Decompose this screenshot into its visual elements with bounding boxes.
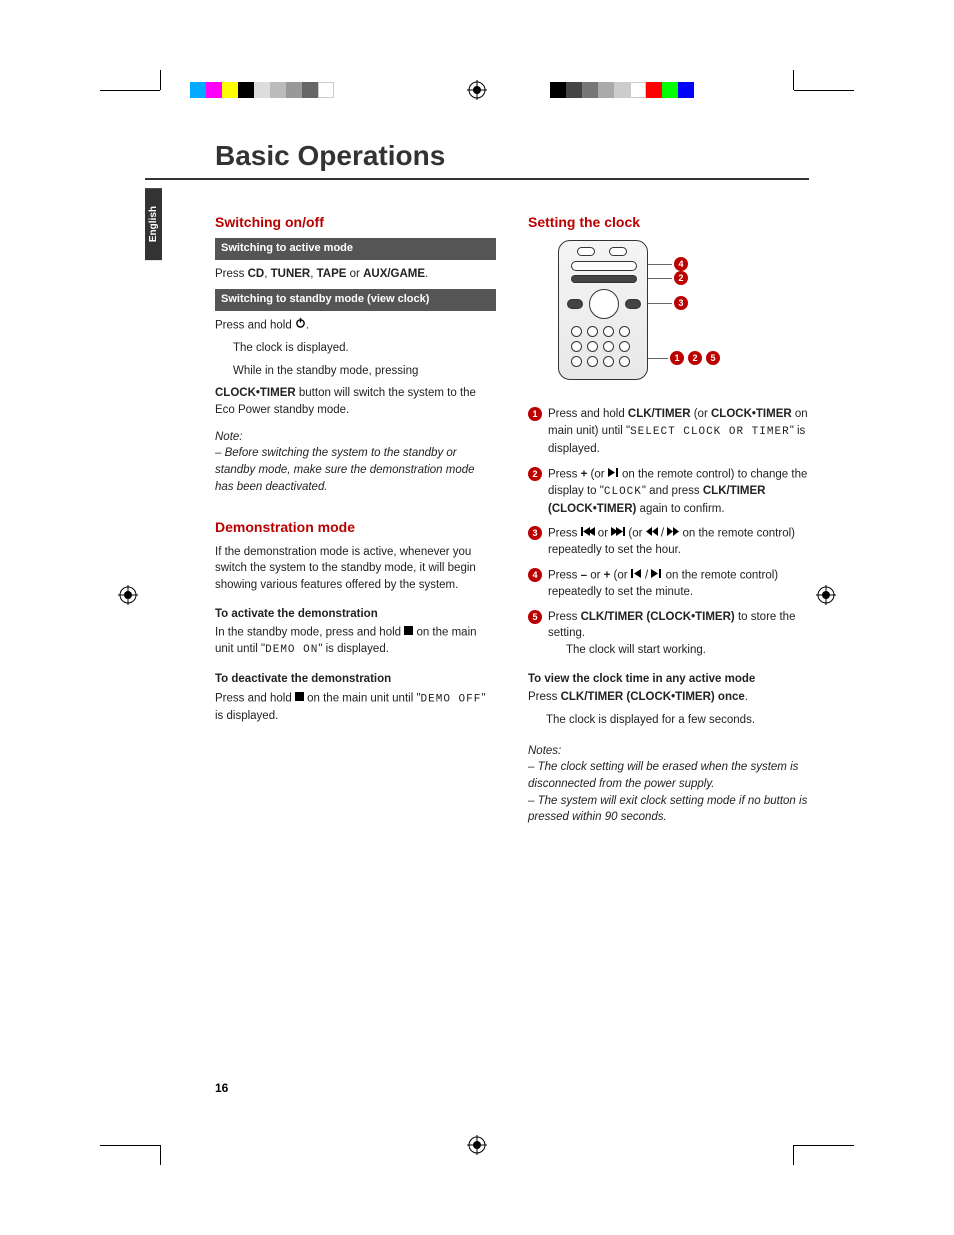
notes-1: – The clock setting will be erased when … [528, 759, 809, 792]
sub-deactivate-demo: To deactivate the demonstration [215, 671, 496, 688]
registration-mark-icon [467, 80, 487, 100]
callout-2: 2 [674, 271, 688, 285]
prev-icon [631, 567, 642, 584]
step-2: 2 Press + (or on the remote control) to … [528, 466, 809, 518]
p-view-2: The clock is displayed for a few seconds… [528, 712, 809, 729]
subbar-active-mode: Switching to active mode [215, 238, 496, 260]
remote-diagram: 4 2 3 1 2 5 [548, 240, 728, 390]
p-standby-3: While in the standby mode, pressing [215, 363, 496, 380]
callout-4: 4 [674, 257, 688, 271]
note-text: – Before switching the system to the sta… [215, 445, 496, 495]
language-tab: English [145, 188, 162, 260]
right-column: Setting the clock [528, 198, 809, 826]
sub-activate-demo: To activate the demonstration [215, 606, 496, 623]
p-view-1: Press CLK/TIMER (CLOCK•TIMER) once. [528, 689, 809, 706]
callout-1: 1 [670, 351, 684, 365]
p-active-mode: Press CD, TUNER, TAPE or AUX/GAME. [215, 266, 496, 283]
step-4: 4 Press – or + (or / on the remote contr… [528, 567, 809, 601]
rewind-icon [646, 525, 658, 542]
heading-switching: Switching on/off [215, 212, 496, 232]
p-standby-2: The clock is displayed. [215, 340, 496, 357]
p-activate-demo: In the standby mode, press and hold on t… [215, 624, 496, 659]
registration-mark-icon [816, 585, 836, 605]
power-icon [295, 317, 306, 334]
step-5: 5 Press CLK/TIMER (CLOCK•TIMER) to store… [528, 609, 809, 659]
stop-icon [295, 690, 304, 707]
next-track-icon [608, 466, 619, 483]
forward-icon [667, 525, 679, 542]
sub-view-clock: To view the clock time in any active mod… [528, 671, 809, 688]
subbar-standby-mode: Switching to standby mode (view clock) [215, 289, 496, 311]
stop-icon [404, 624, 413, 641]
chapter-title: Basic Operations [145, 140, 809, 180]
next-track-icon [611, 525, 625, 542]
next-icon [651, 567, 662, 584]
p-deactivate-demo: Press and hold on the main unit until "D… [215, 690, 496, 725]
heading-setting-clock: Setting the clock [528, 212, 809, 232]
callout-3: 3 [674, 296, 688, 310]
heading-demo: Demonstration mode [215, 517, 496, 537]
prev-track-icon [581, 525, 595, 542]
callout-5: 5 [706, 351, 720, 365]
p-standby-4: CLOCK•TIMER button will switch the syste… [215, 385, 496, 418]
step-1: 1 Press and hold CLK/TIMER (or CLOCK•TIM… [528, 406, 809, 457]
p-standby-1: Press and hold . [215, 317, 496, 334]
notes-2: – The system will exit clock setting mod… [528, 793, 809, 826]
left-column: Switching on/off Switching to active mod… [215, 198, 496, 826]
notes-heading: Notes: [528, 743, 809, 760]
note-heading: Note: [215, 429, 496, 446]
registration-mark-icon [118, 585, 138, 605]
page-number: 16 [215, 1081, 228, 1095]
page-content: English Basic Operations Switching on/of… [145, 140, 809, 1095]
p-demo-intro: If the demonstration mode is active, whe… [215, 544, 496, 594]
crop-marks-top [0, 70, 954, 110]
registration-mark-icon [467, 1135, 487, 1155]
step-3: 3 Press or (or / on the remote control) … [528, 525, 809, 559]
crop-marks-bottom [0, 1125, 954, 1165]
callout-2b: 2 [688, 351, 702, 365]
